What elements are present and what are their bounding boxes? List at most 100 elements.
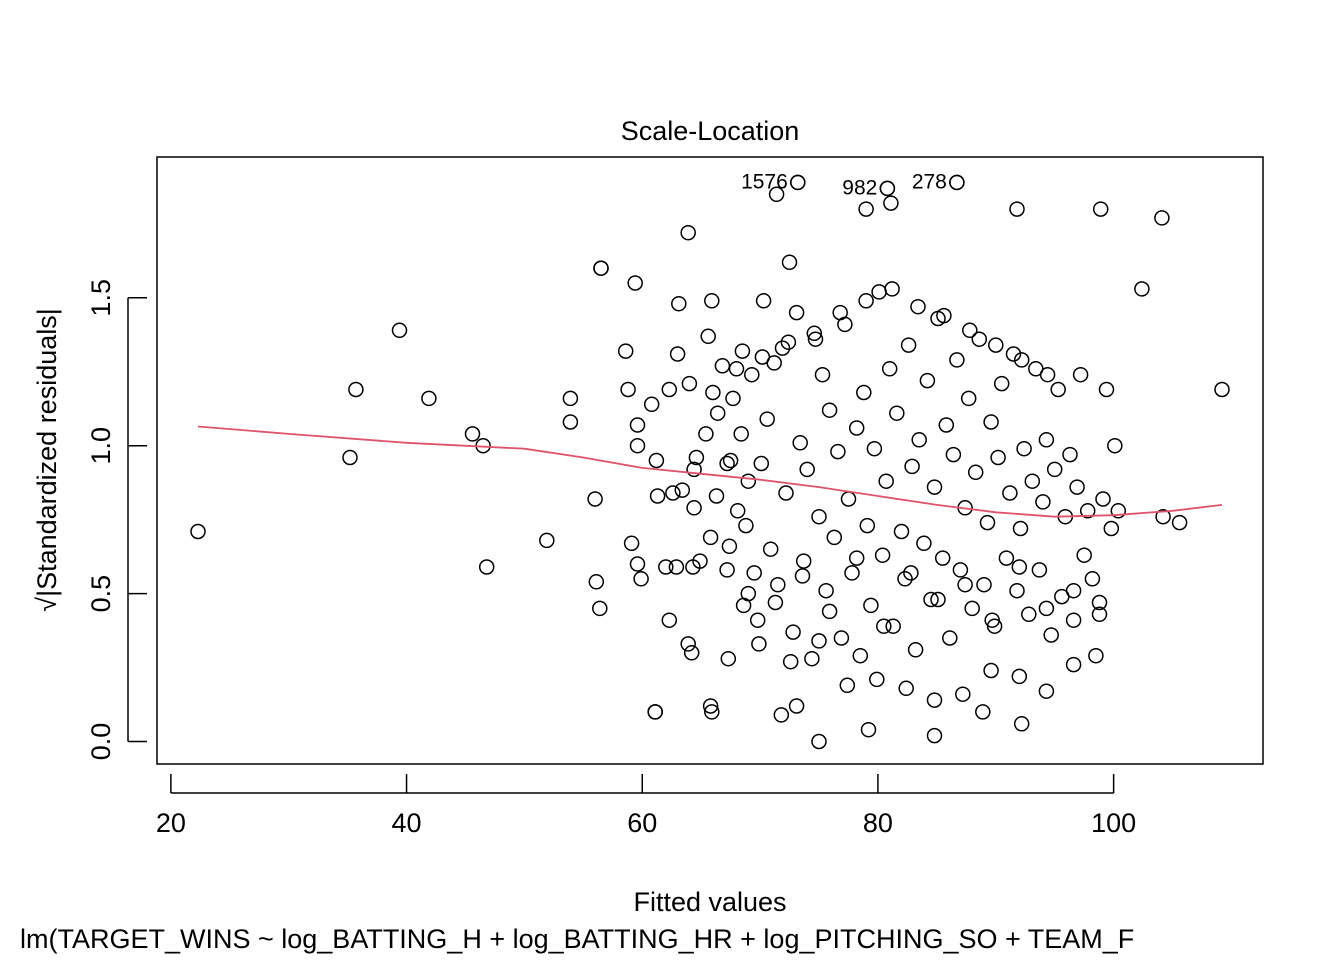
data-point bbox=[738, 517, 754, 534]
data-point bbox=[767, 594, 784, 611]
data-point bbox=[964, 600, 980, 617]
data-point bbox=[962, 322, 978, 339]
data-point bbox=[680, 636, 696, 652]
point-label: 1576 bbox=[741, 170, 788, 193]
data-point bbox=[1031, 562, 1048, 578]
data-point bbox=[919, 372, 936, 389]
data-point bbox=[1062, 446, 1078, 463]
data-point bbox=[753, 455, 770, 472]
data-point bbox=[866, 440, 883, 457]
data-point bbox=[976, 576, 992, 593]
data-point bbox=[926, 479, 943, 495]
data-point bbox=[1039, 366, 1056, 383]
data-point bbox=[759, 411, 775, 427]
data-point bbox=[795, 553, 812, 569]
data-point bbox=[818, 582, 834, 599]
y-tick-label: 0.0 bbox=[86, 723, 116, 761]
data-point bbox=[957, 576, 973, 593]
data-point bbox=[648, 452, 665, 469]
y-tick-label: 1.5 bbox=[86, 279, 116, 317]
data-point bbox=[821, 402, 838, 418]
data-point bbox=[811, 508, 827, 525]
data-point bbox=[884, 281, 900, 297]
data-point bbox=[1038, 600, 1055, 617]
y-tick-label: 0.5 bbox=[86, 575, 116, 613]
data-point bbox=[826, 529, 843, 546]
data-point bbox=[629, 417, 646, 433]
data-point bbox=[1214, 381, 1230, 398]
data-point bbox=[898, 680, 914, 697]
data-point bbox=[916, 535, 932, 552]
data-point bbox=[785, 624, 801, 640]
data-point bbox=[751, 636, 767, 652]
data-point bbox=[792, 435, 808, 451]
data-point bbox=[967, 464, 984, 481]
data-point bbox=[1050, 381, 1066, 398]
data-point bbox=[733, 426, 749, 442]
data-point bbox=[725, 390, 741, 407]
data-point bbox=[840, 491, 857, 507]
data-point bbox=[934, 550, 951, 566]
data-point bbox=[770, 576, 786, 593]
data-point bbox=[698, 426, 714, 442]
data-point bbox=[669, 346, 686, 362]
data-point bbox=[889, 405, 905, 421]
data-point bbox=[539, 532, 555, 549]
data-point bbox=[910, 298, 926, 315]
chart-title: Scale-Location bbox=[621, 116, 800, 146]
data-point bbox=[617, 343, 634, 359]
data-point bbox=[781, 254, 798, 271]
data-point bbox=[1021, 606, 1037, 623]
labeled-point bbox=[790, 174, 806, 191]
data-point bbox=[930, 591, 946, 608]
data-point bbox=[852, 647, 869, 664]
smoother-line bbox=[197, 425, 1223, 518]
data-point bbox=[830, 443, 846, 460]
data-point bbox=[649, 488, 666, 504]
data-point bbox=[938, 417, 955, 433]
data-point bbox=[702, 698, 719, 714]
data-point bbox=[848, 550, 865, 566]
data-point bbox=[1009, 201, 1025, 217]
data-point bbox=[806, 325, 823, 342]
data-point bbox=[1065, 582, 1082, 599]
data-point bbox=[1011, 559, 1028, 575]
data-point bbox=[788, 698, 805, 714]
data-point bbox=[719, 455, 735, 472]
labeled-point bbox=[949, 174, 965, 191]
data-point bbox=[1065, 656, 1082, 673]
data-point bbox=[788, 304, 805, 321]
data-point bbox=[478, 559, 495, 575]
data-point bbox=[755, 293, 772, 309]
data-point bbox=[988, 337, 1004, 353]
data-point bbox=[744, 366, 760, 383]
data-point bbox=[874, 547, 891, 563]
data-point bbox=[1005, 346, 1022, 362]
data-point bbox=[562, 390, 579, 407]
x-axis: 20 40 60 80 100 bbox=[156, 774, 1136, 838]
data-point bbox=[674, 482, 691, 498]
data-point bbox=[780, 334, 797, 350]
data-point bbox=[704, 704, 720, 720]
data-point bbox=[979, 514, 996, 531]
data-point bbox=[671, 295, 687, 312]
data-point bbox=[1065, 612, 1082, 628]
data-point bbox=[692, 553, 708, 569]
data-point bbox=[1012, 520, 1029, 537]
data-point bbox=[1171, 514, 1188, 531]
data-point bbox=[721, 538, 738, 555]
x-tick-label: 60 bbox=[627, 808, 657, 838]
data-point bbox=[833, 630, 850, 646]
data-point bbox=[804, 650, 820, 667]
point-labels-layer: 1576 982 278 bbox=[741, 170, 965, 199]
data-point bbox=[588, 574, 605, 590]
data-point bbox=[1154, 210, 1170, 226]
data-point bbox=[799, 461, 815, 478]
data-point bbox=[1088, 647, 1104, 664]
data-point bbox=[700, 328, 716, 345]
data-point bbox=[990, 449, 1006, 466]
data-point bbox=[897, 571, 913, 587]
data-point bbox=[720, 650, 737, 667]
data-point bbox=[668, 559, 685, 575]
data-point bbox=[844, 565, 860, 581]
